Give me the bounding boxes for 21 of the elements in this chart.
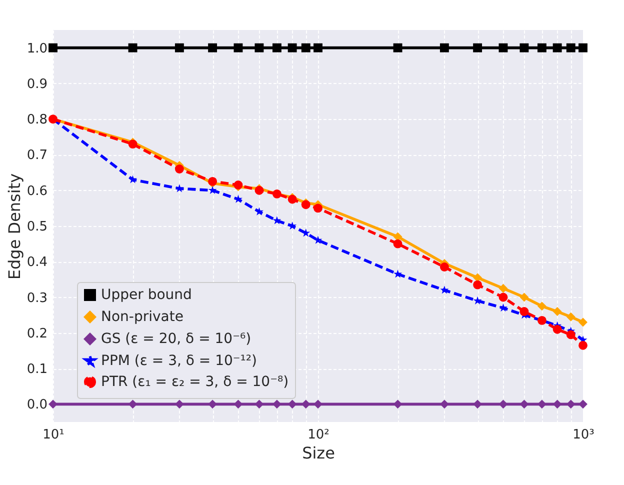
x-tick-label: 10³: [572, 428, 594, 442]
legend-label: GS (ε = 20, δ = 10⁻⁶): [101, 331, 252, 347]
legend-label: Non-private: [101, 309, 184, 325]
y-tick-label: 0.6: [26, 184, 48, 199]
x-tick-label: 10¹: [42, 428, 64, 442]
y-tick-label: 0.4: [26, 255, 48, 270]
y-tick-label: 0.2: [26, 326, 48, 342]
y-tick-label: 0.7: [26, 148, 48, 164]
y-tick-label: 0.5: [26, 220, 48, 234]
legend-label: PPM (ε = 3, δ = 10⁻¹²): [101, 353, 257, 369]
y-tick-label: 0.1: [26, 362, 48, 378]
x-tick-label: 10²: [308, 428, 330, 442]
legend-label: PTR (ε₁ = ε₂ = 3, δ = 10⁻⁸): [101, 374, 289, 390]
legend-label: Upper bound: [101, 287, 192, 303]
y-tick-label: 1.0: [26, 41, 48, 56]
y-axis-title: Edge Density: [4, 173, 24, 280]
y-tick-label: 0.0: [26, 398, 48, 413]
y-tick-label: 0.8: [26, 112, 48, 128]
x-axis-title: Size: [302, 444, 335, 462]
y-tick-label: 0.3: [26, 290, 48, 306]
y-tick-label: 0.9: [26, 76, 48, 92]
